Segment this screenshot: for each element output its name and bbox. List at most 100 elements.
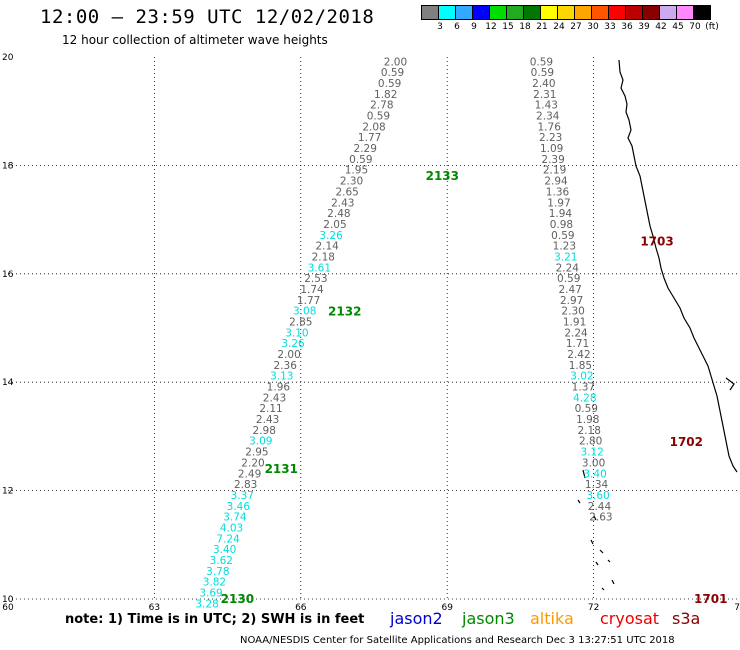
scale-label: 33 (604, 22, 616, 32)
swh-value: 1.85 (569, 360, 592, 372)
swh-value: 3.00 (582, 457, 605, 469)
swh-value: 0.59 (378, 78, 401, 90)
y-tick-label: 18 (2, 161, 14, 171)
swh-value: 2.23 (539, 132, 562, 144)
scale-label: 9 (471, 22, 477, 32)
swh-value: 3.09 (249, 436, 272, 448)
swh-value: 1.34 (585, 479, 609, 491)
satellite-legend-s3a: s3a (672, 609, 701, 628)
scale-label: 12 (485, 22, 497, 32)
swh-value: 0.59 (551, 230, 574, 242)
swh-value: 0.59 (557, 273, 580, 285)
swh-value: 2.00 (277, 349, 300, 361)
swh-value: 2.98 (253, 425, 276, 437)
india-coastline (618, 59, 738, 473)
swh-value: 2.14 (315, 241, 339, 253)
swh-value: 3.62 (210, 555, 233, 567)
swh-value: 1.96 (267, 382, 291, 394)
swh-value: 3.02 (570, 371, 593, 383)
swh-value: 2.08 (362, 121, 385, 133)
scale-label: 21 (536, 22, 548, 32)
swh-value: 2.30 (340, 176, 363, 188)
swh-value: 2.85 (289, 316, 312, 328)
swh-value: 2.34 (536, 111, 560, 123)
swh-value: 2.43 (256, 414, 279, 426)
swh-value: 3.13 (270, 371, 293, 383)
swh-value: 2.95 (245, 447, 268, 459)
swh-value: 3.82 (203, 577, 226, 589)
swh-value: 1.23 (553, 241, 576, 253)
lakshadweep-islands (577, 377, 735, 591)
swh-value: 3.40 (213, 544, 236, 556)
scale-label: (ft) (705, 22, 719, 32)
swh-value: 2.31 (533, 89, 556, 101)
y-tick-label: 20 (2, 53, 14, 63)
swh-value: 2.30 (561, 306, 584, 318)
swh-value: 0.59 (367, 111, 390, 123)
x-tick-label: 66 (295, 603, 307, 613)
x-tick-label: 63 (149, 603, 160, 613)
swh-value: 3.78 (206, 566, 229, 578)
swh-value: 4.28 (573, 392, 596, 404)
swh-value: 2.18 (578, 425, 601, 437)
swh-value: 2.00 (384, 56, 407, 68)
swh-value: 3.69 (199, 587, 222, 599)
swh-value: 1.77 (358, 132, 381, 144)
swh-value: 0.59 (530, 56, 553, 68)
y-tick-label: 12 (2, 487, 13, 497)
orbit-number: 2133 (426, 169, 459, 183)
scale-label: 15 (502, 22, 514, 32)
page-subtitle: 12 hour collection of altimeter wave hei… (62, 33, 328, 47)
swh-value: 2.42 (567, 349, 590, 361)
swh-value: 0.59 (575, 403, 598, 415)
scale-label: 3 (437, 22, 443, 32)
swh-value: 3.60 (586, 490, 609, 502)
color-scale (421, 5, 711, 20)
swh-value: 1.09 (540, 143, 563, 155)
swh-value: 0.59 (531, 67, 554, 79)
x-tick-label: 69 (441, 603, 453, 613)
swh-value: 2.65 (335, 186, 358, 198)
swh-value: 7.24 (216, 533, 240, 545)
orbit-labels: 2133 2132 2131 2130 1703 1702 1701 (221, 169, 728, 606)
swh-value: 2.05 (323, 219, 346, 231)
x-tick-label: 60 (2, 603, 14, 613)
swh-value: 3.26 (281, 338, 305, 350)
scale-label: 45 (672, 22, 684, 32)
axis-ticks: 60 63 66 69 72 75 20 18 16 14 12 10 (2, 53, 740, 613)
satellite-legend-cryosat: cryosat (600, 609, 660, 628)
swh-value: 2.43 (331, 197, 354, 209)
swh-value: 2.48 (327, 208, 350, 220)
swh-value: 0.98 (550, 219, 573, 231)
swh-value: 3.26 (319, 230, 343, 242)
scale-swatch (693, 5, 711, 20)
satellite-legend-altika: altika (530, 609, 574, 628)
color-scale-labels: 3 6 9 12 15 18 21 24 27 30 33 36 39 42 45 70 (ft) (422, 22, 740, 34)
scale-label: 6 (454, 22, 460, 32)
footer-note: note: 1) Time is in UTC; 2) SWH is in fe… (65, 612, 365, 627)
swh-value: 0.59 (349, 154, 372, 166)
swh-value: 1.76 (538, 121, 562, 133)
swh-value: 2.29 (354, 143, 377, 155)
orbit-number: 2132 (328, 305, 361, 319)
swh-value: 2.24 (556, 262, 580, 274)
swh-value: 1.98 (576, 414, 599, 426)
swh-value: 1.77 (297, 295, 320, 307)
y-tick-label: 10 (2, 595, 14, 605)
swh-value: 1.94 (549, 208, 573, 220)
page-title: 12:00 – 23:59 UTC 12/02/2018 (40, 6, 375, 28)
swh-value: 1.43 (535, 100, 558, 112)
scale-label: 70 (689, 22, 701, 32)
swh-value: 2.20 (241, 457, 264, 469)
swh-value: 3.74 (223, 512, 247, 524)
swh-value: 2.19 (543, 165, 566, 177)
swh-value: 2.36 (274, 360, 298, 372)
satellite-legend-jason3: jason3 (462, 609, 515, 628)
swh-value: 3.61 (308, 262, 331, 274)
scale-label: 18 (519, 22, 531, 32)
scale-label: 42 (655, 22, 667, 32)
swh-value: 2.63 (589, 512, 612, 524)
swh-value: 2.11 (259, 403, 282, 415)
swh-value: 1.82 (374, 89, 397, 101)
